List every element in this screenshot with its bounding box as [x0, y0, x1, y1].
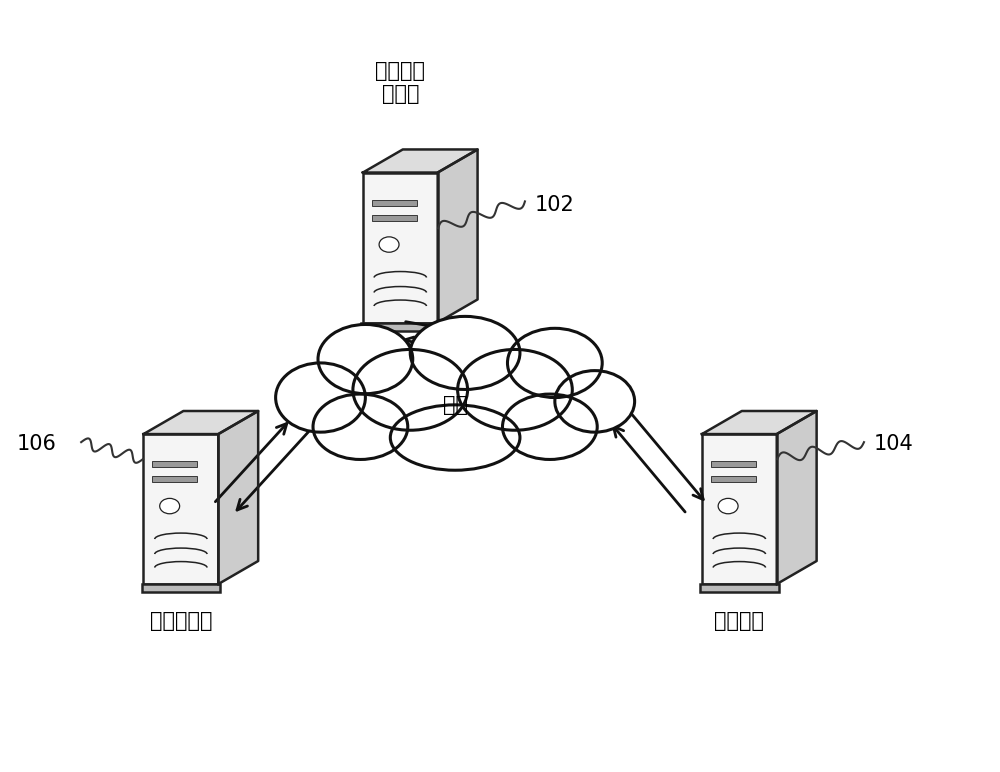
Text: 102: 102 — [535, 195, 575, 215]
Ellipse shape — [555, 371, 635, 432]
Text: 镜像仓库: 镜像仓库 — [714, 611, 764, 631]
Ellipse shape — [390, 405, 520, 470]
Ellipse shape — [458, 350, 572, 430]
Ellipse shape — [276, 363, 365, 432]
Bar — [372, 199, 417, 205]
Polygon shape — [702, 411, 817, 434]
Bar — [700, 584, 779, 592]
Bar — [361, 323, 440, 330]
Text: 104: 104 — [874, 434, 914, 454]
Ellipse shape — [313, 394, 408, 459]
Bar — [143, 434, 218, 584]
Bar — [702, 434, 777, 584]
Polygon shape — [438, 150, 478, 323]
Bar — [372, 215, 417, 221]
Bar — [363, 172, 438, 323]
Ellipse shape — [502, 394, 597, 459]
Polygon shape — [363, 150, 478, 172]
Polygon shape — [218, 411, 258, 584]
Circle shape — [160, 499, 180, 514]
Polygon shape — [143, 411, 258, 434]
Bar — [142, 584, 220, 592]
Text: 计算机设备: 计算机设备 — [150, 611, 212, 631]
Bar — [152, 476, 197, 482]
Circle shape — [718, 499, 738, 514]
Text: 106: 106 — [16, 434, 56, 454]
Ellipse shape — [318, 324, 413, 394]
Ellipse shape — [353, 350, 468, 430]
Polygon shape — [777, 411, 817, 584]
Bar — [711, 476, 756, 482]
Ellipse shape — [410, 317, 520, 389]
Bar — [711, 461, 756, 467]
Bar — [152, 461, 197, 467]
Text: 镜像缓存
服务器: 镜像缓存 服务器 — [375, 60, 425, 103]
Ellipse shape — [507, 328, 602, 398]
Text: 网络: 网络 — [443, 395, 468, 415]
Circle shape — [379, 237, 399, 252]
